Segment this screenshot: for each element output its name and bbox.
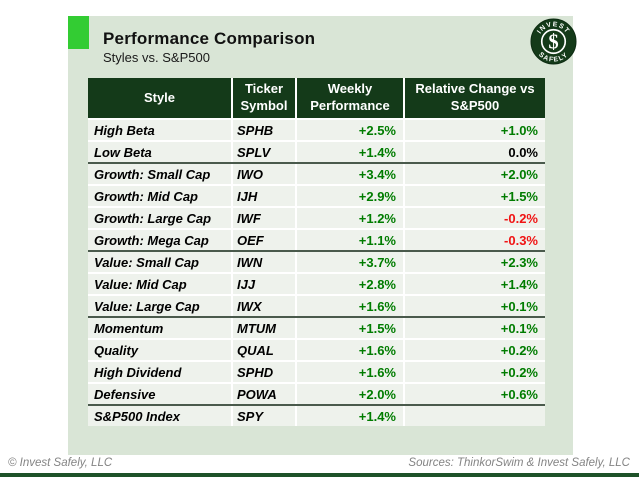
sources-text: Sources: ThinkorSwim & Invest Safely, LL…	[408, 457, 630, 469]
page-subtitle: Styles vs. S&P500	[103, 50, 210, 65]
header-weekly-performance: Weekly Performance	[297, 78, 403, 118]
footer: © Invest Safely, LLC Sources: ThinkorSwi…	[0, 457, 639, 471]
style-cell: S&P500 Index	[88, 406, 231, 426]
relative-cell	[405, 406, 545, 426]
relative-cell: +0.2%	[405, 362, 545, 382]
ticker-cell: IWO	[233, 164, 295, 184]
relative-cell: +1.4%	[405, 274, 545, 294]
table-row: Value: Small Cap IWN +3.7% +2.3%	[88, 252, 545, 272]
ticker-cell: QUAL	[233, 340, 295, 360]
table-row: Momentum MTUM +1.5% +0.1%	[88, 318, 545, 338]
group-divider	[88, 250, 545, 252]
style-cell: Growth: Mid Cap	[88, 186, 231, 206]
ticker-cell: IWN	[233, 252, 295, 272]
header-style: Style	[88, 78, 231, 118]
ticker-cell: OEF	[233, 230, 295, 250]
style-cell: Low Beta	[88, 142, 231, 162]
group-divider	[88, 316, 545, 318]
group-divider	[88, 162, 545, 164]
group-divider	[88, 404, 545, 406]
ticker-cell: SPLV	[233, 142, 295, 162]
accent-square	[68, 16, 89, 49]
style-cell: High Dividend	[88, 362, 231, 382]
ticker-cell: SPHD	[233, 362, 295, 382]
ticker-cell: POWA	[233, 384, 295, 404]
table-row: S&P500 Index SPY +1.4%	[88, 406, 545, 426]
weekly-cell: +3.4%	[297, 164, 403, 184]
relative-cell: +0.2%	[405, 340, 545, 360]
table-header-row: Style Ticker Symbol Weekly Performance R…	[88, 78, 545, 118]
table-row: Quality QUAL +1.6% +0.2%	[88, 340, 545, 360]
style-cell: Growth: Mega Cap	[88, 230, 231, 250]
weekly-cell: +1.1%	[297, 230, 403, 250]
ticker-cell: IWF	[233, 208, 295, 228]
relative-cell: +0.6%	[405, 384, 545, 404]
weekly-cell: +1.5%	[297, 318, 403, 338]
style-cell: Momentum	[88, 318, 231, 338]
relative-cell: +2.3%	[405, 252, 545, 272]
table-row: Growth: Mega Cap OEF +1.1% -0.3%	[88, 230, 545, 250]
table-row: High Beta SPHB +2.5% +1.0%	[88, 120, 545, 140]
relative-cell: 0.0%	[405, 142, 545, 162]
dollar-sign-icon: $	[548, 31, 558, 53]
table-row: Low Beta SPLV +1.4% 0.0%	[88, 142, 545, 162]
table-row: Growth: Mid Cap IJH +2.9% +1.5%	[88, 186, 545, 206]
style-cell: Value: Mid Cap	[88, 274, 231, 294]
table-row: Value: Large Cap IWX +1.6% +0.1%	[88, 296, 545, 316]
style-cell: Value: Large Cap	[88, 296, 231, 316]
relative-cell: +0.1%	[405, 296, 545, 316]
weekly-cell: +1.4%	[297, 142, 403, 162]
relative-cell: +1.0%	[405, 120, 545, 140]
ticker-cell: IJH	[233, 186, 295, 206]
header-relative-change: Relative Change vs S&P500	[405, 78, 545, 118]
performance-table: Style Ticker Symbol Weekly Performance R…	[88, 78, 545, 426]
table-row: Value: Mid Cap IJJ +2.8% +1.4%	[88, 274, 545, 294]
style-cell: Defensive	[88, 384, 231, 404]
bottom-accent-bar	[0, 473, 639, 477]
weekly-cell: +1.2%	[297, 208, 403, 228]
table-body: High Beta SPHB +2.5% +1.0% Low Beta SPLV +1.4%…	[88, 120, 545, 426]
relative-cell: +0.1%	[405, 318, 545, 338]
ticker-cell: IWX	[233, 296, 295, 316]
page-title: Performance Comparison	[103, 29, 316, 48]
weekly-cell: +1.4%	[297, 406, 403, 426]
copyright-text: © Invest Safely, LLC	[8, 457, 113, 469]
table-row: Growth: Small Cap IWO +3.4% +2.0%	[88, 164, 545, 184]
table-row: Defensive POWA +2.0% +0.6%	[88, 384, 545, 404]
ticker-cell: IJJ	[233, 274, 295, 294]
weekly-cell: +2.0%	[297, 384, 403, 404]
weekly-cell: +2.5%	[297, 120, 403, 140]
style-cell: Quality	[88, 340, 231, 360]
style-cell: Growth: Small Cap	[88, 164, 231, 184]
header-ticker-symbol: Ticker Symbol	[233, 78, 295, 118]
weekly-cell: +2.9%	[297, 186, 403, 206]
weekly-cell: +1.6%	[297, 296, 403, 316]
weekly-cell: +2.8%	[297, 274, 403, 294]
style-cell: High Beta	[88, 120, 231, 140]
content-panel: Performance Comparison Styles vs. S&P500…	[68, 16, 577, 455]
weekly-cell: +1.6%	[297, 362, 403, 382]
ticker-cell: SPHB	[233, 120, 295, 140]
style-cell: Value: Small Cap	[88, 252, 231, 272]
style-cell: Growth: Large Cap	[88, 208, 231, 228]
ticker-cell: MTUM	[233, 318, 295, 338]
weekly-cell: +1.6%	[297, 340, 403, 360]
table-row: High Dividend SPHD +1.6% +0.2%	[88, 362, 545, 382]
weekly-cell: +3.7%	[297, 252, 403, 272]
invest-safely-logo: INVEST SAFELY $	[530, 18, 577, 65]
relative-cell: -0.3%	[405, 230, 545, 250]
relative-cell: +2.0%	[405, 164, 545, 184]
relative-cell: +1.5%	[405, 186, 545, 206]
ticker-cell: SPY	[233, 406, 295, 426]
relative-cell: -0.2%	[405, 208, 545, 228]
table-row: Growth: Large Cap IWF +1.2% -0.2%	[88, 208, 545, 228]
